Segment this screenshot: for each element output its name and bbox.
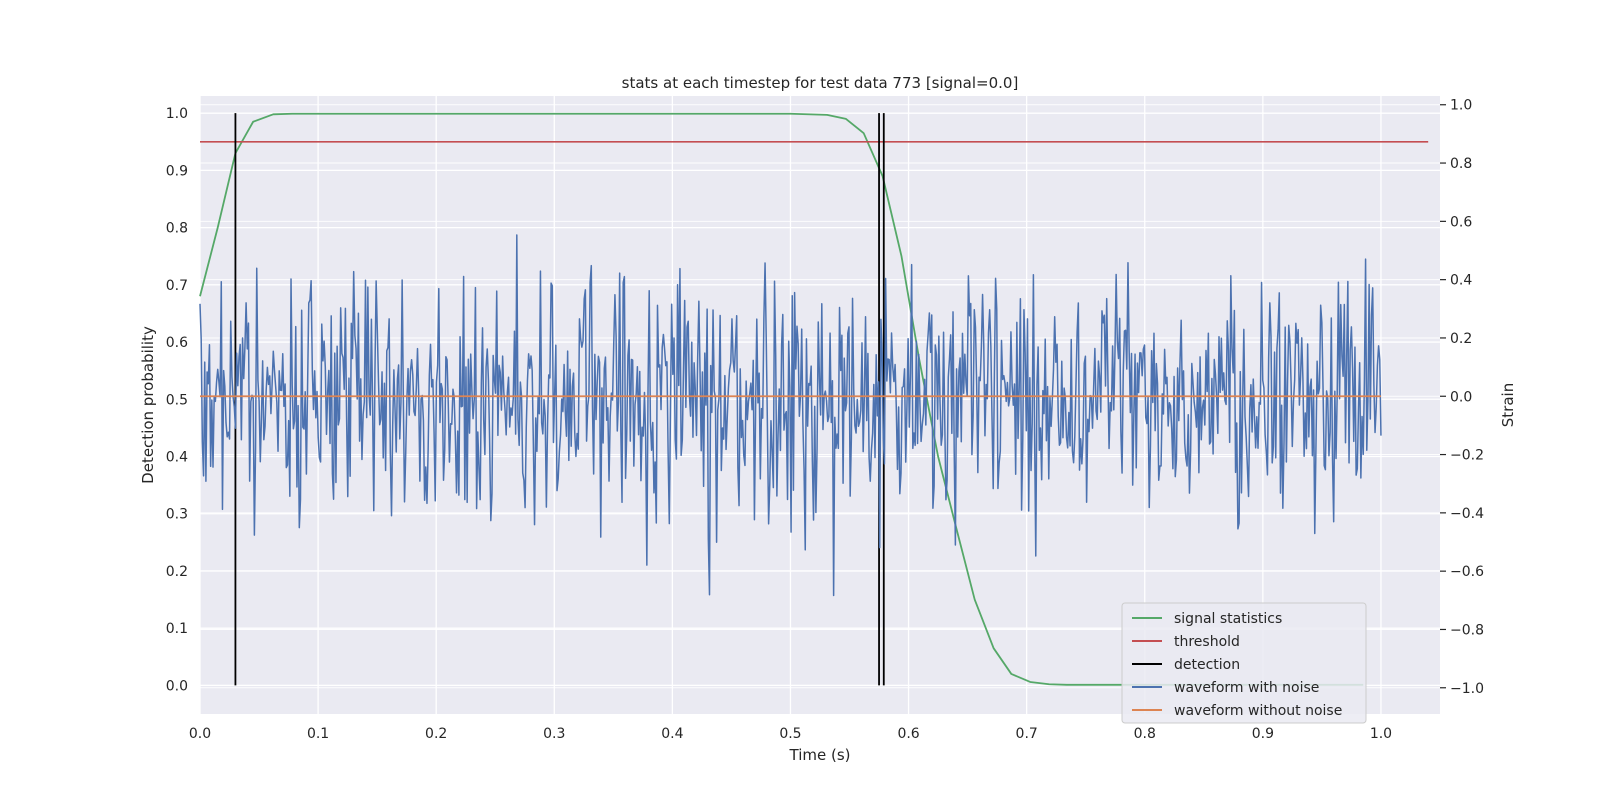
y2-tick-label: −0.2: [1450, 448, 1484, 464]
y2-tick-label: 0.0: [1450, 389, 1472, 405]
x-tick-label: 0.6: [897, 726, 919, 742]
legend-label-threshold: threshold: [1174, 634, 1240, 650]
y-tick-label: 0.4: [166, 450, 188, 466]
x-tick-label: 0.4: [661, 726, 683, 742]
x-tick-label: 0.9: [1252, 726, 1274, 742]
legend-label-clean: waveform without noise: [1174, 703, 1342, 719]
legend-frame: [1121, 602, 1367, 724]
series-waveform-with-noise: [199, 234, 1382, 597]
y2-tick-label: −0.4: [1450, 506, 1484, 522]
y2-tick-label: 0.6: [1450, 214, 1472, 230]
legend: signal statistics threshold detection wa…: [1121, 602, 1367, 724]
ticks: 0.0 0.1 0.2 0.3 0.4 0.5 0.6 0.7 0.8 0.9 1.0 0.0 0.1 0…: [166, 98, 1484, 742]
x-tick-label: 1.0: [1370, 726, 1392, 742]
x-tick-label: 0.3: [543, 726, 565, 742]
x-tick-label: 0.2: [425, 726, 447, 742]
series-signal-statistics: [199, 112, 1364, 686]
y-tick-label: 1.0: [166, 106, 188, 122]
legend-label-signal: signal statistics: [1174, 611, 1282, 627]
grid: [199, 96, 1440, 714]
y-tick-label: 0.9: [166, 163, 188, 179]
x-tick-label: 0.8: [1134, 726, 1156, 742]
y-tick-label: 0.7: [166, 278, 188, 294]
series-layer: [199, 112, 1429, 686]
x-tick-label: 0.1: [307, 726, 329, 742]
y-tick-label: 0.0: [166, 678, 188, 694]
y-axis-label: Detection probability: [139, 326, 157, 484]
y2-tick-label: 0.8: [1450, 156, 1472, 172]
y-tick-label: 0.8: [166, 221, 188, 237]
y2-tick-label: −0.8: [1450, 622, 1484, 638]
x-tick-label: 0.5: [779, 726, 801, 742]
y-tick-label: 0.6: [166, 335, 188, 351]
y2-tick-label: 0.4: [1450, 273, 1472, 289]
y2-tick-label: −0.6: [1450, 564, 1484, 580]
y2-tick-label: −1.0: [1450, 681, 1484, 697]
x-tick-label: 0.7: [1016, 726, 1038, 742]
y-tick-label: 0.5: [166, 392, 188, 408]
y-tick-label: 0.2: [166, 564, 188, 580]
y-tick-label: 0.3: [166, 507, 188, 523]
y2-axis-label: Strain: [1499, 383, 1517, 427]
x-axis-label: Time (s): [789, 746, 851, 764]
legend-label-detection: detection: [1174, 657, 1240, 673]
chart-title: stats at each timestep for test data 773…: [622, 74, 1019, 92]
legend-label-noisy: waveform with noise: [1174, 680, 1319, 696]
y2-tick-label: 1.0: [1450, 98, 1472, 114]
y2-tick-label: 0.2: [1450, 331, 1472, 347]
x-tick-label: 0.0: [189, 726, 211, 742]
y-tick-label: 0.1: [166, 621, 188, 637]
